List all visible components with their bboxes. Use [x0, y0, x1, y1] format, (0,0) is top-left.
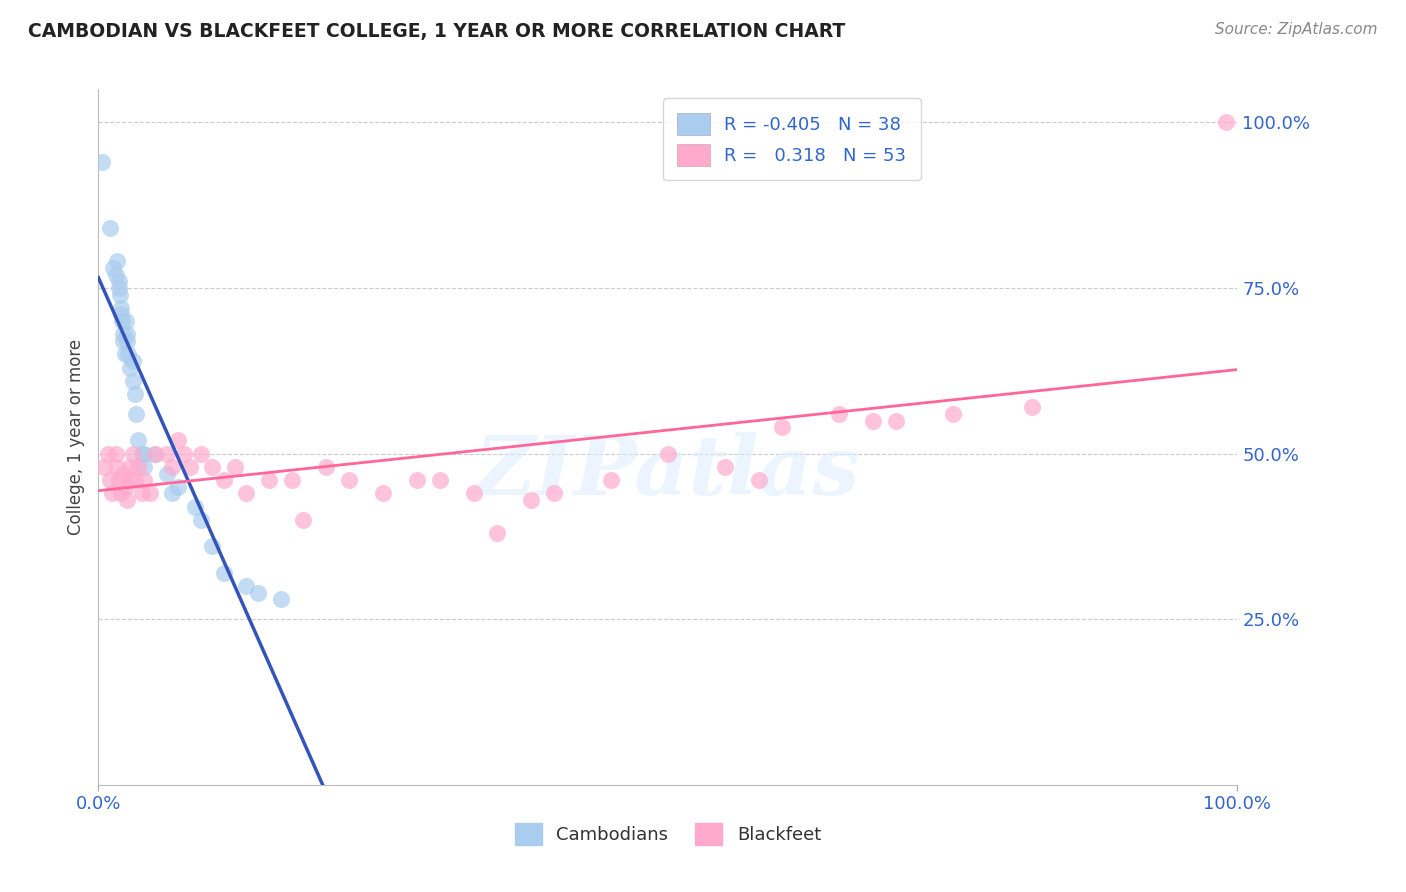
Point — [429, 473, 451, 487]
Point — [167, 434, 190, 448]
Point — [124, 473, 146, 487]
Point — [110, 301, 132, 315]
Point — [125, 407, 148, 421]
Point — [201, 459, 224, 474]
Point — [93, 459, 115, 474]
Point — [108, 281, 131, 295]
Point — [543, 486, 565, 500]
Point — [212, 566, 235, 580]
Point — [246, 586, 269, 600]
Point — [156, 447, 179, 461]
Point — [103, 261, 125, 276]
Text: ZIPatlas: ZIPatlas — [475, 432, 860, 512]
Point — [235, 486, 257, 500]
Point — [657, 447, 679, 461]
Point — [520, 493, 543, 508]
Point — [1215, 115, 1237, 129]
Point — [942, 407, 965, 421]
Point — [90, 155, 112, 169]
Point — [114, 480, 136, 494]
Point — [112, 467, 135, 481]
Point — [145, 447, 167, 461]
Point — [110, 308, 132, 322]
Point — [112, 327, 135, 342]
Point — [173, 447, 195, 461]
Point — [190, 513, 212, 527]
Point — [145, 447, 167, 461]
Point — [162, 459, 184, 474]
Y-axis label: College, 1 year or more: College, 1 year or more — [67, 339, 86, 535]
Point — [115, 327, 138, 342]
Point — [770, 420, 793, 434]
Point — [105, 254, 128, 268]
Point — [101, 486, 124, 500]
Point — [115, 493, 138, 508]
Point — [862, 413, 884, 427]
Point — [132, 459, 155, 474]
Point — [138, 486, 160, 500]
Point — [884, 413, 907, 427]
Point — [162, 486, 184, 500]
Point — [127, 434, 149, 448]
Point — [120, 360, 142, 375]
Point — [281, 473, 304, 487]
Point — [224, 459, 246, 474]
Point — [201, 540, 224, 554]
Point — [104, 268, 127, 282]
Point — [131, 486, 153, 500]
Point — [112, 334, 135, 348]
Point — [828, 407, 851, 421]
Point — [406, 473, 429, 487]
Point — [235, 579, 257, 593]
Text: CAMBODIAN VS BLACKFEET COLLEGE, 1 YEAR OR MORE CORRELATION CHART: CAMBODIAN VS BLACKFEET COLLEGE, 1 YEAR O… — [28, 22, 845, 41]
Point — [132, 447, 155, 461]
Point — [259, 473, 281, 487]
Point — [371, 486, 394, 500]
Point — [463, 486, 485, 500]
Point — [270, 592, 292, 607]
Point — [98, 221, 121, 235]
Point — [1021, 401, 1043, 415]
Point — [96, 447, 118, 461]
Point — [108, 473, 131, 487]
Point — [110, 486, 132, 500]
Point — [108, 287, 131, 301]
Point — [111, 314, 134, 328]
Point — [292, 513, 315, 527]
Point — [337, 473, 360, 487]
Point — [121, 354, 143, 368]
Point — [117, 347, 139, 361]
Point — [115, 334, 138, 348]
Point — [167, 480, 190, 494]
Text: Source: ZipAtlas.com: Source: ZipAtlas.com — [1215, 22, 1378, 37]
Point — [118, 473, 141, 487]
Point — [124, 387, 146, 401]
Point — [748, 473, 770, 487]
Point — [120, 459, 142, 474]
Point — [105, 459, 128, 474]
Point — [114, 347, 136, 361]
Point — [98, 473, 121, 487]
Point — [131, 447, 153, 461]
Point — [132, 473, 155, 487]
Point — [315, 459, 337, 474]
Point — [179, 459, 201, 474]
Legend: Cambodians, Blackfeet: Cambodians, Blackfeet — [508, 816, 828, 853]
Point — [104, 447, 127, 461]
Point — [714, 459, 737, 474]
Point — [108, 274, 131, 288]
Point — [600, 473, 623, 487]
Point — [156, 467, 179, 481]
Point — [184, 500, 207, 514]
Point — [486, 526, 509, 541]
Point — [121, 447, 143, 461]
Point — [212, 473, 235, 487]
Point — [190, 447, 212, 461]
Point — [114, 314, 136, 328]
Point — [127, 459, 149, 474]
Point — [121, 374, 143, 388]
